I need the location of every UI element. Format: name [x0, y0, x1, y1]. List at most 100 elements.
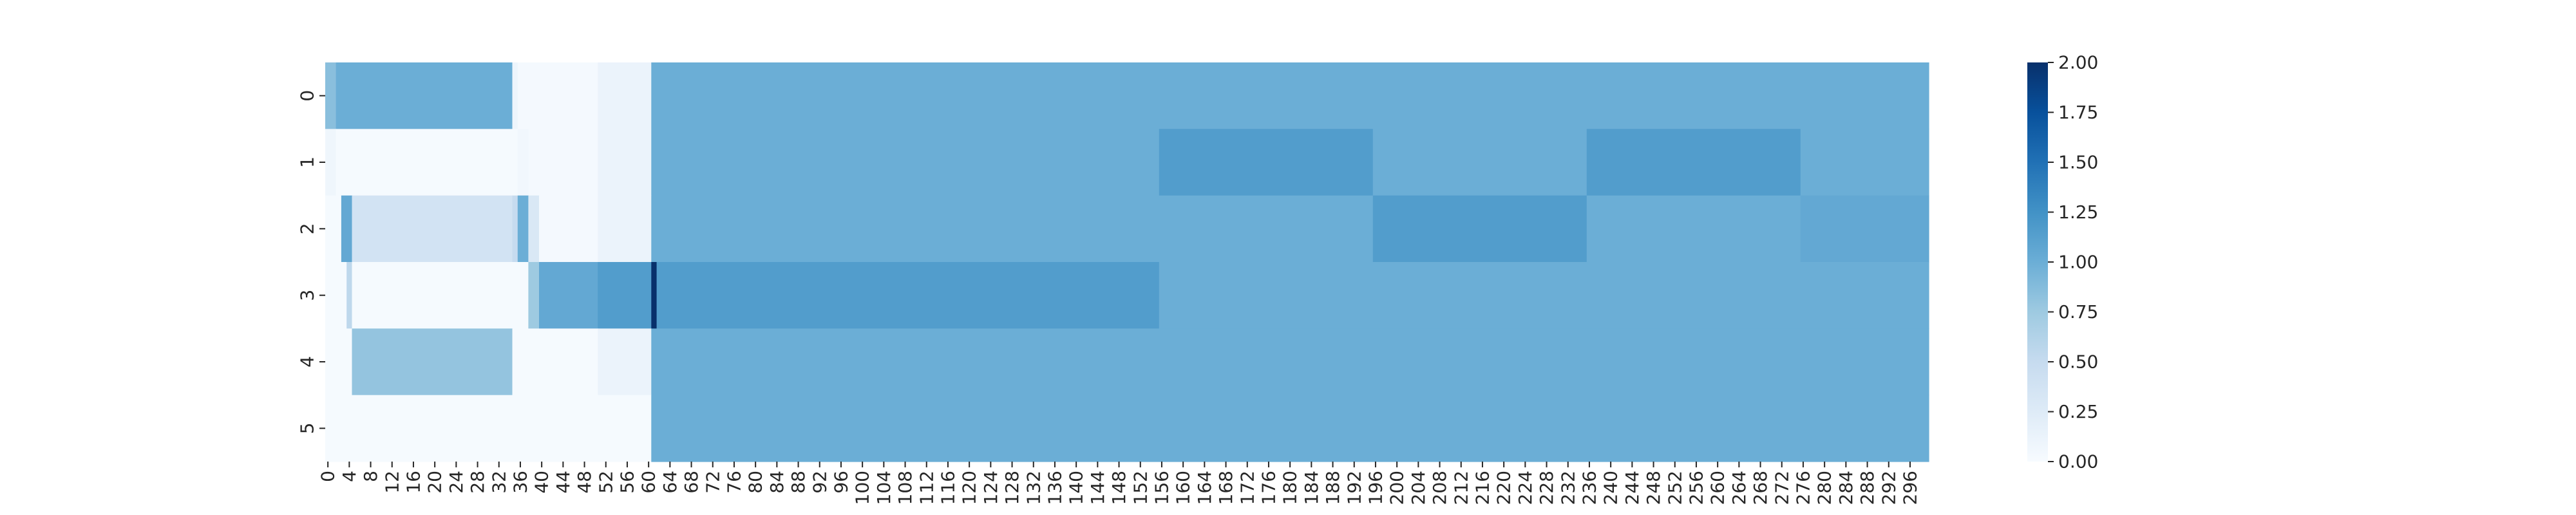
heatmap-cell	[598, 129, 652, 196]
heatmap-cell	[1159, 129, 1374, 196]
x-tick-label: 212	[1450, 471, 1472, 505]
heatmap-cell	[651, 328, 1929, 396]
x-tick-label: 132	[1023, 471, 1044, 505]
heatmap-cell	[512, 195, 518, 263]
x-tick-label: 48	[574, 471, 595, 494]
heatmap-cell	[651, 195, 1374, 263]
heatmap-cell	[1800, 129, 1929, 196]
heatmap-cell	[336, 62, 513, 129]
x-tick-label: 80	[745, 471, 766, 494]
heatmap-cell	[336, 129, 518, 196]
x-tick-label: 96	[830, 471, 851, 494]
x-tick-label: 20	[424, 471, 446, 494]
colorbar-tick-label: 1.50	[2058, 152, 2098, 173]
colorbar-tick-label: 1.25	[2058, 201, 2098, 223]
x-tick-label: 68	[681, 471, 702, 494]
x-tick-label: 4	[339, 471, 360, 482]
colorbar-tick-label: 1.00	[2058, 252, 2098, 273]
x-tick-label: 124	[980, 471, 1001, 505]
x-tick-label: 280	[1814, 471, 1835, 505]
heatmap-cell	[598, 262, 652, 329]
heatmap-cell	[325, 195, 342, 263]
heatmap-cell	[656, 262, 1160, 329]
x-tick-label: 244	[1622, 471, 1643, 505]
heatmap-cell	[598, 328, 652, 396]
x-tick-label: 208	[1429, 471, 1450, 505]
x-tick-label: 184	[1301, 471, 1322, 505]
heatmap-cell	[325, 328, 353, 396]
x-tick-label: 72	[702, 471, 723, 494]
heatmap-cell	[341, 195, 353, 263]
x-tick-label: 272	[1771, 471, 1792, 505]
heatmap-cell	[325, 62, 337, 129]
heatmap-cell	[528, 129, 598, 196]
y-tick-label: 3	[297, 290, 318, 301]
y-tick-label: 4	[297, 356, 318, 368]
x-tick-label: 24	[446, 471, 467, 494]
x-tick-label: 64	[659, 471, 681, 494]
x-tick-label: 240	[1600, 471, 1622, 505]
heatmap-cell	[598, 195, 652, 263]
x-tick-label: 76	[723, 471, 744, 494]
heatmap-cell	[512, 328, 598, 396]
x-tick-label: 108	[895, 471, 916, 505]
x-tick-label: 28	[467, 471, 488, 494]
x-tick-label: 220	[1493, 471, 1515, 505]
x-tick-label: 260	[1707, 471, 1728, 505]
x-tick-label: 224	[1515, 471, 1536, 505]
x-tick-label: 128	[1001, 471, 1023, 505]
heatmap-cell	[517, 62, 598, 129]
x-tick-label: 160	[1173, 471, 1194, 505]
heatmap-cell	[1159, 262, 1929, 329]
heatmap-cell	[651, 395, 1929, 462]
x-tick-label: 116	[937, 471, 958, 505]
x-tick-label: 12	[381, 471, 402, 494]
x-tick-label: 268	[1750, 471, 1771, 505]
x-tick-label: 168	[1215, 471, 1236, 505]
x-tick-label: 200	[1387, 471, 1408, 505]
x-tick-label: 192	[1343, 471, 1365, 505]
y-axis: 0 1 2 3 4 5	[297, 90, 325, 434]
colorbar-gradient	[2027, 62, 2048, 462]
x-tick-label: 204	[1408, 471, 1429, 505]
heatmap-cell	[517, 129, 529, 196]
x-tick-label: 288	[1857, 471, 1878, 505]
heatmap-cell	[352, 328, 513, 396]
heatmap-cell	[512, 62, 518, 129]
heatmap-cell	[1586, 129, 1801, 196]
heatmap-cell	[517, 195, 529, 263]
heatmap-cell	[539, 262, 598, 329]
x-tick-label: 148	[1108, 471, 1130, 505]
heatmap-cell	[598, 62, 652, 129]
x-tick-label: 84	[766, 471, 788, 494]
x-tick-label: 276	[1792, 471, 1814, 505]
heatmap-cell	[325, 129, 337, 196]
heatmap-cell	[651, 262, 658, 329]
colorbar: 0.00 0.25 0.50 0.75 1.00 1.25 1.50 1.75 2.00	[2027, 52, 2098, 473]
heatmap-cell	[528, 195, 540, 263]
x-tick-label: 196	[1365, 471, 1386, 505]
y-tick-label: 1	[297, 156, 318, 168]
x-tick-label: 256	[1685, 471, 1707, 505]
x-tick-label: 284	[1835, 471, 1857, 505]
x-tick-label: 180	[1280, 471, 1301, 505]
x-tick-label: 92	[809, 471, 830, 494]
heatmap-cell	[325, 395, 652, 462]
x-tick-label: 136	[1044, 471, 1065, 505]
heatmap-cell	[1800, 195, 1929, 263]
heatmap-cell	[1372, 129, 1587, 196]
heatmap-cells	[325, 62, 1929, 462]
x-tick-label: 32	[488, 471, 509, 494]
x-tick-label: 156	[1151, 471, 1172, 505]
colorbar-tick-label: 1.75	[2058, 102, 2098, 123]
x-tick-label: 100	[852, 471, 873, 505]
x-tick-label: 172	[1236, 471, 1258, 505]
x-tick-label: 236	[1578, 471, 1600, 505]
x-tick-label: 140	[1066, 471, 1087, 505]
x-tick-label: 8	[360, 471, 381, 482]
colorbar-tick-label: 2.00	[2058, 52, 2098, 73]
x-tick-label: 216	[1472, 471, 1493, 505]
x-tick-label: 248	[1643, 471, 1664, 505]
y-tick-label: 5	[297, 422, 318, 434]
